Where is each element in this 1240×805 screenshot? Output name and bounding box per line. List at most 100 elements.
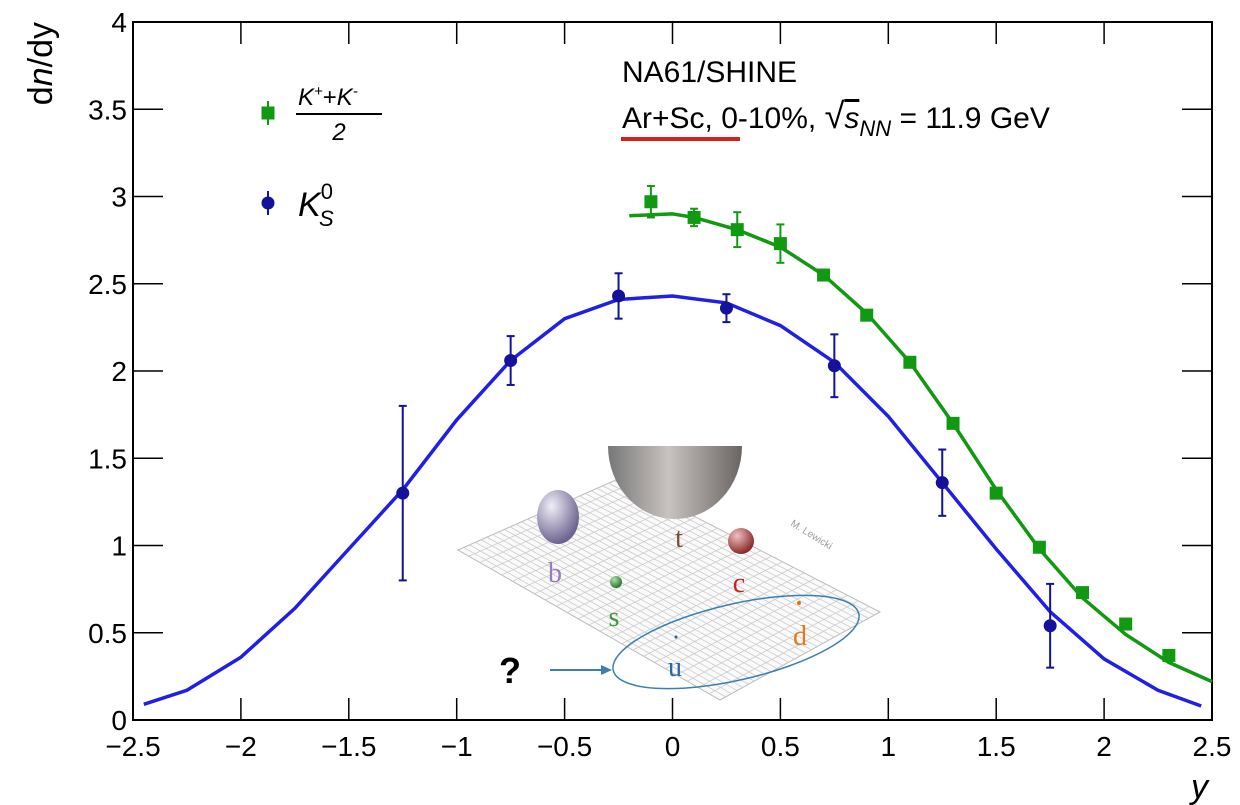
legend-marker <box>261 106 275 120</box>
plane-grid <box>665 583 827 670</box>
plane-grid <box>523 511 686 588</box>
inset-label: d <box>793 621 807 652</box>
data-point <box>612 289 626 303</box>
x-tick-label: 0.5 <box>761 731 800 762</box>
plane-grid <box>697 600 859 688</box>
legend-part: K <box>298 84 315 111</box>
data-point <box>817 268 831 282</box>
y-tick-label: 1 <box>111 531 127 562</box>
data-point <box>730 223 744 237</box>
plane-grid <box>577 539 740 620</box>
legend-label: 2 <box>331 119 345 146</box>
y-label-part: n <box>22 67 60 86</box>
arrow-head <box>601 665 612 675</box>
data-point <box>946 416 960 430</box>
annotation-part: s <box>844 102 859 135</box>
y-tick-label: 3 <box>111 182 127 213</box>
inset-label: u <box>668 652 682 683</box>
annotation-part: Ar+Sc, 0-10%, <box>622 102 825 135</box>
data-point <box>989 486 1003 500</box>
inset-label: b <box>548 558 562 589</box>
legend-part: + <box>314 83 323 100</box>
fit-curve <box>143 294 1202 708</box>
y-tick-label: 2.5 <box>88 269 127 300</box>
plane-grid <box>501 499 664 576</box>
annotation-part: √ <box>825 95 845 136</box>
top-bowl <box>608 446 742 520</box>
d-dot <box>797 601 801 605</box>
legend-label: K++K- <box>298 83 358 111</box>
x-tick-label: −1 <box>441 731 473 762</box>
plane-grid <box>676 589 837 676</box>
legend-label: K0 S <box>298 179 334 231</box>
legend-part: - <box>353 83 358 100</box>
data-point <box>1032 540 1046 554</box>
y-tick-label: 3.5 <box>88 94 127 125</box>
y-label-part: /dy <box>22 22 60 67</box>
data-point <box>1076 586 1090 600</box>
inset-diagram: b t c s u d? M. Lewicki <box>456 446 882 701</box>
data-point <box>504 354 518 368</box>
y-label-part: d <box>22 86 60 105</box>
data-point <box>860 308 874 322</box>
x-tick-label: 1 <box>881 731 897 762</box>
legend-part: 0 <box>321 179 333 204</box>
x-tick-label: −2.5 <box>105 731 160 762</box>
x-tick-label: −2 <box>225 731 257 762</box>
data-point <box>719 301 733 315</box>
u-d-ellipse <box>612 594 860 690</box>
annotation-part: = 11.9 GeV <box>891 102 1050 135</box>
c-sphere <box>728 528 754 554</box>
plane-grid <box>545 522 707 601</box>
inset-label: t <box>675 523 683 554</box>
data-point <box>1162 648 1176 662</box>
legend-part: S <box>319 206 334 231</box>
credit: M. Lewicki <box>788 518 833 552</box>
y-tick-label: 4 <box>111 7 127 38</box>
inset-label: s <box>609 602 620 633</box>
data-point <box>1043 619 1057 633</box>
data-point <box>1119 617 1133 631</box>
data-point <box>903 355 917 369</box>
plane-grid <box>621 561 783 645</box>
plane-grid <box>534 516 697 595</box>
u-dot <box>674 635 678 639</box>
plane-grid <box>599 550 762 632</box>
legend-part: K <box>298 186 322 224</box>
y-tick-label: 0 <box>111 705 127 736</box>
plane-grid <box>610 555 772 638</box>
annotation-part: NN <box>859 116 891 141</box>
annotation-title: NA61/SHINE <box>622 56 797 89</box>
data-point <box>644 195 658 209</box>
question-mark: ? <box>499 650 521 691</box>
legend: K++K- 2 K0 S <box>261 83 382 231</box>
y-tick-label: 1.5 <box>88 443 127 474</box>
x-tick-label: 2 <box>1096 731 1112 762</box>
data-point <box>687 210 701 224</box>
plane-grid <box>687 594 848 682</box>
data-point <box>773 237 787 251</box>
data-point <box>827 359 841 373</box>
x-tick-label: 2.5 <box>1193 731 1232 762</box>
legend-part: K <box>337 84 354 111</box>
x-tick-label: 1.5 <box>977 731 1016 762</box>
plane-grid <box>566 533 729 613</box>
x-tick-label: 0 <box>665 731 681 762</box>
plane-grid <box>708 606 870 695</box>
y-axis-label: dn/dy <box>22 22 60 105</box>
x-tick-label: −1.5 <box>321 731 376 762</box>
data-point <box>396 486 410 500</box>
plane-grid <box>654 578 816 663</box>
plane-grid <box>512 505 675 582</box>
legend-marker <box>261 196 275 210</box>
inset-label: c <box>733 568 745 599</box>
legend-part: + <box>323 84 337 111</box>
annotation-system: Ar+Sc, 0-10%, √sNN = 11.9 GeV <box>622 95 1050 141</box>
x-axis-label: y <box>1189 768 1210 805</box>
plane-grid <box>556 527 718 607</box>
x-tick-label: −0.5 <box>537 731 592 762</box>
y-tick-label: 0.5 <box>88 618 127 649</box>
data-point <box>935 476 949 490</box>
